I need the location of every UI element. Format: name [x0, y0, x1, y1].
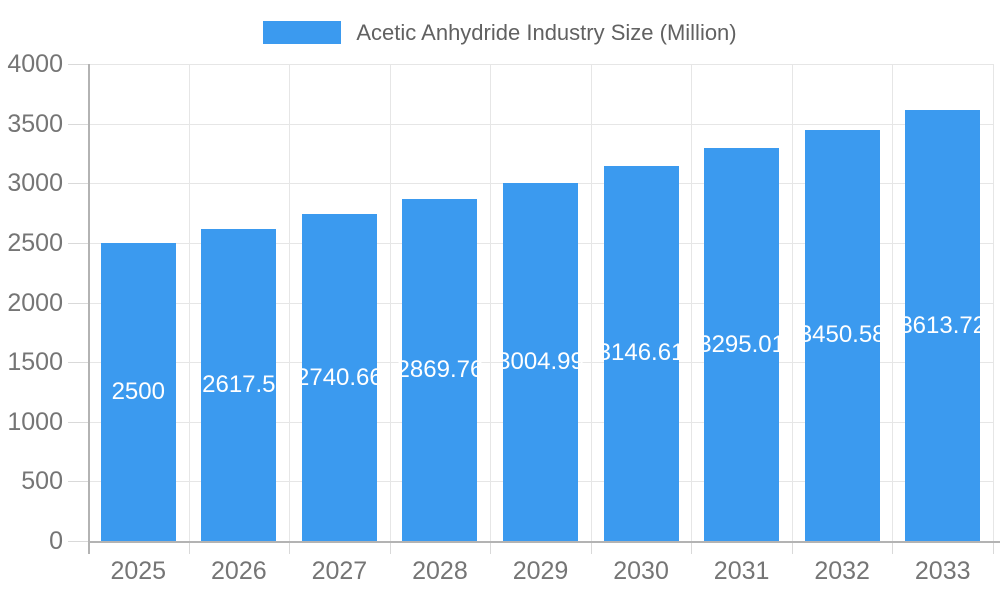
bar-2027	[301, 214, 377, 541]
y-axis-line	[88, 64, 90, 554]
y-axis-tick	[68, 183, 88, 185]
bar-value-label: 3004.99	[497, 347, 584, 375]
x-axis-label: 2028	[412, 557, 468, 585]
y-axis-tick	[68, 541, 88, 542]
bar-2025	[100, 242, 176, 541]
y-axis-label: 1000	[7, 407, 63, 436]
y-axis-label: 2000	[7, 288, 63, 317]
y-axis-tick	[68, 302, 88, 304]
v-gridline	[892, 64, 894, 541]
x-axis-label: 2032	[814, 557, 870, 585]
bar-value-label: 2740.66	[295, 363, 383, 391]
x-axis-label: 2026	[211, 557, 267, 585]
y-axis-tick	[68, 421, 88, 423]
legend-series-label: Acetic Anhydride Industry Size (Million)	[356, 19, 737, 45]
v-gridline	[490, 64, 492, 541]
bar-2032	[804, 129, 880, 541]
chart-legend[interactable]: Acetic Anhydride Industry Size (Million)	[0, 19, 1000, 45]
x-axis-label: 2029	[512, 557, 569, 585]
v-gridline	[791, 64, 793, 541]
bar-2033	[905, 110, 981, 541]
h-gridline	[88, 64, 993, 65]
v-gridline	[993, 64, 994, 541]
y-axis-label: 1500	[7, 348, 63, 377]
y-axis-label: 0	[49, 527, 63, 555]
y-axis-tick	[68, 123, 88, 125]
x-axis-label: 2027	[311, 557, 368, 585]
bar-value-label: 2617.5	[202, 370, 276, 398]
y-axis-label: 3000	[7, 169, 63, 198]
x-axis-label: 2033	[914, 557, 971, 585]
bar-2028	[402, 198, 478, 541]
y-axis-label: 2500	[7, 228, 63, 257]
v-gridline	[691, 64, 693, 541]
x-axis-tick	[791, 541, 793, 554]
bar-value-label: 3295.01	[698, 330, 785, 358]
x-axis-line	[88, 541, 1000, 543]
legend-swatch	[263, 21, 342, 44]
x-axis-tick	[188, 541, 190, 554]
x-axis-tick	[389, 541, 391, 554]
x-axis-label: 2025	[110, 557, 167, 585]
x-axis-label: 2031	[713, 557, 770, 585]
h-gridline	[88, 123, 993, 125]
bar-2026	[201, 228, 277, 541]
y-axis-label: 500	[21, 467, 63, 496]
x-axis-tick	[289, 541, 291, 554]
y-axis-tick	[68, 362, 88, 364]
bar-2029	[503, 182, 578, 541]
v-gridline	[389, 64, 391, 541]
bar-value-label: 3613.72	[899, 311, 987, 339]
bar-2030	[603, 165, 679, 541]
bar-value-label: 2869.76	[396, 355, 484, 383]
v-gridline	[590, 64, 592, 541]
x-axis-tick	[993, 541, 994, 554]
v-gridline	[289, 64, 291, 541]
bar-value-label: 3146.61	[597, 339, 685, 367]
y-axis-tick	[68, 64, 88, 65]
x-axis-tick	[590, 541, 592, 554]
x-axis-tick	[691, 541, 693, 554]
x-axis-tick	[892, 541, 894, 554]
y-axis-tick	[68, 242, 88, 244]
v-gridline	[188, 64, 190, 541]
x-axis-label: 2030	[613, 557, 669, 585]
y-axis-label: 3500	[7, 109, 63, 138]
bar-value-label: 2500	[111, 377, 165, 405]
y-axis-tick	[68, 481, 88, 483]
bar-value-label: 3450.58	[798, 321, 886, 349]
y-axis-label: 4000	[7, 50, 63, 78]
x-axis-tick	[490, 541, 492, 554]
bar-2031	[704, 148, 780, 541]
